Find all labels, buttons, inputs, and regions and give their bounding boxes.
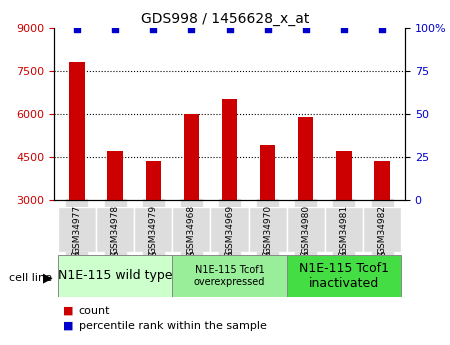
Point: [73, 27, 81, 32]
FancyBboxPatch shape: [58, 207, 96, 252]
Bar: [184, 114, 199, 200]
Text: GSM34982: GSM34982: [378, 205, 387, 254]
FancyBboxPatch shape: [325, 207, 363, 252]
FancyBboxPatch shape: [58, 255, 172, 297]
Bar: [260, 146, 275, 200]
Text: GSM34968: GSM34968: [187, 205, 196, 254]
Text: count: count: [79, 306, 110, 315]
Text: GSM34980: GSM34980: [302, 205, 310, 254]
Text: GSM34979: GSM34979: [148, 205, 157, 254]
FancyBboxPatch shape: [96, 207, 134, 252]
Point: [264, 27, 271, 32]
Bar: [108, 151, 123, 200]
Point: [340, 27, 347, 32]
FancyBboxPatch shape: [172, 207, 211, 252]
FancyBboxPatch shape: [287, 255, 401, 297]
Bar: [336, 151, 351, 200]
FancyBboxPatch shape: [287, 207, 325, 252]
Text: GSM34969: GSM34969: [225, 205, 234, 254]
Bar: [298, 117, 314, 200]
Text: ■: ■: [63, 321, 73, 331]
Bar: [145, 161, 161, 200]
Text: GDS998 / 1456628_x_at: GDS998 / 1456628_x_at: [141, 12, 309, 26]
Point: [226, 27, 233, 32]
Text: cell line: cell line: [9, 273, 52, 283]
FancyBboxPatch shape: [134, 207, 172, 252]
Text: GSM34981: GSM34981: [339, 205, 348, 254]
Text: N1E-115 wild type: N1E-115 wild type: [58, 269, 172, 283]
Point: [112, 27, 119, 32]
Bar: [69, 62, 85, 200]
Text: percentile rank within the sample: percentile rank within the sample: [79, 321, 266, 331]
Bar: [222, 99, 237, 200]
Text: GSM34978: GSM34978: [111, 205, 120, 254]
Text: ▶: ▶: [43, 271, 52, 284]
Point: [302, 27, 310, 32]
FancyBboxPatch shape: [248, 207, 287, 252]
Bar: [374, 161, 390, 200]
Text: GSM34977: GSM34977: [72, 205, 81, 254]
FancyBboxPatch shape: [172, 255, 287, 297]
Text: GSM34970: GSM34970: [263, 205, 272, 254]
Point: [378, 27, 386, 32]
Text: ■: ■: [63, 306, 73, 315]
FancyBboxPatch shape: [363, 207, 401, 252]
Point: [188, 27, 195, 32]
Point: [149, 27, 157, 32]
Text: N1E-115 Tcof1
inactivated: N1E-115 Tcof1 inactivated: [299, 262, 389, 290]
FancyBboxPatch shape: [211, 207, 248, 252]
Text: N1E-115 Tcof1
overexpressed: N1E-115 Tcof1 overexpressed: [194, 265, 265, 287]
